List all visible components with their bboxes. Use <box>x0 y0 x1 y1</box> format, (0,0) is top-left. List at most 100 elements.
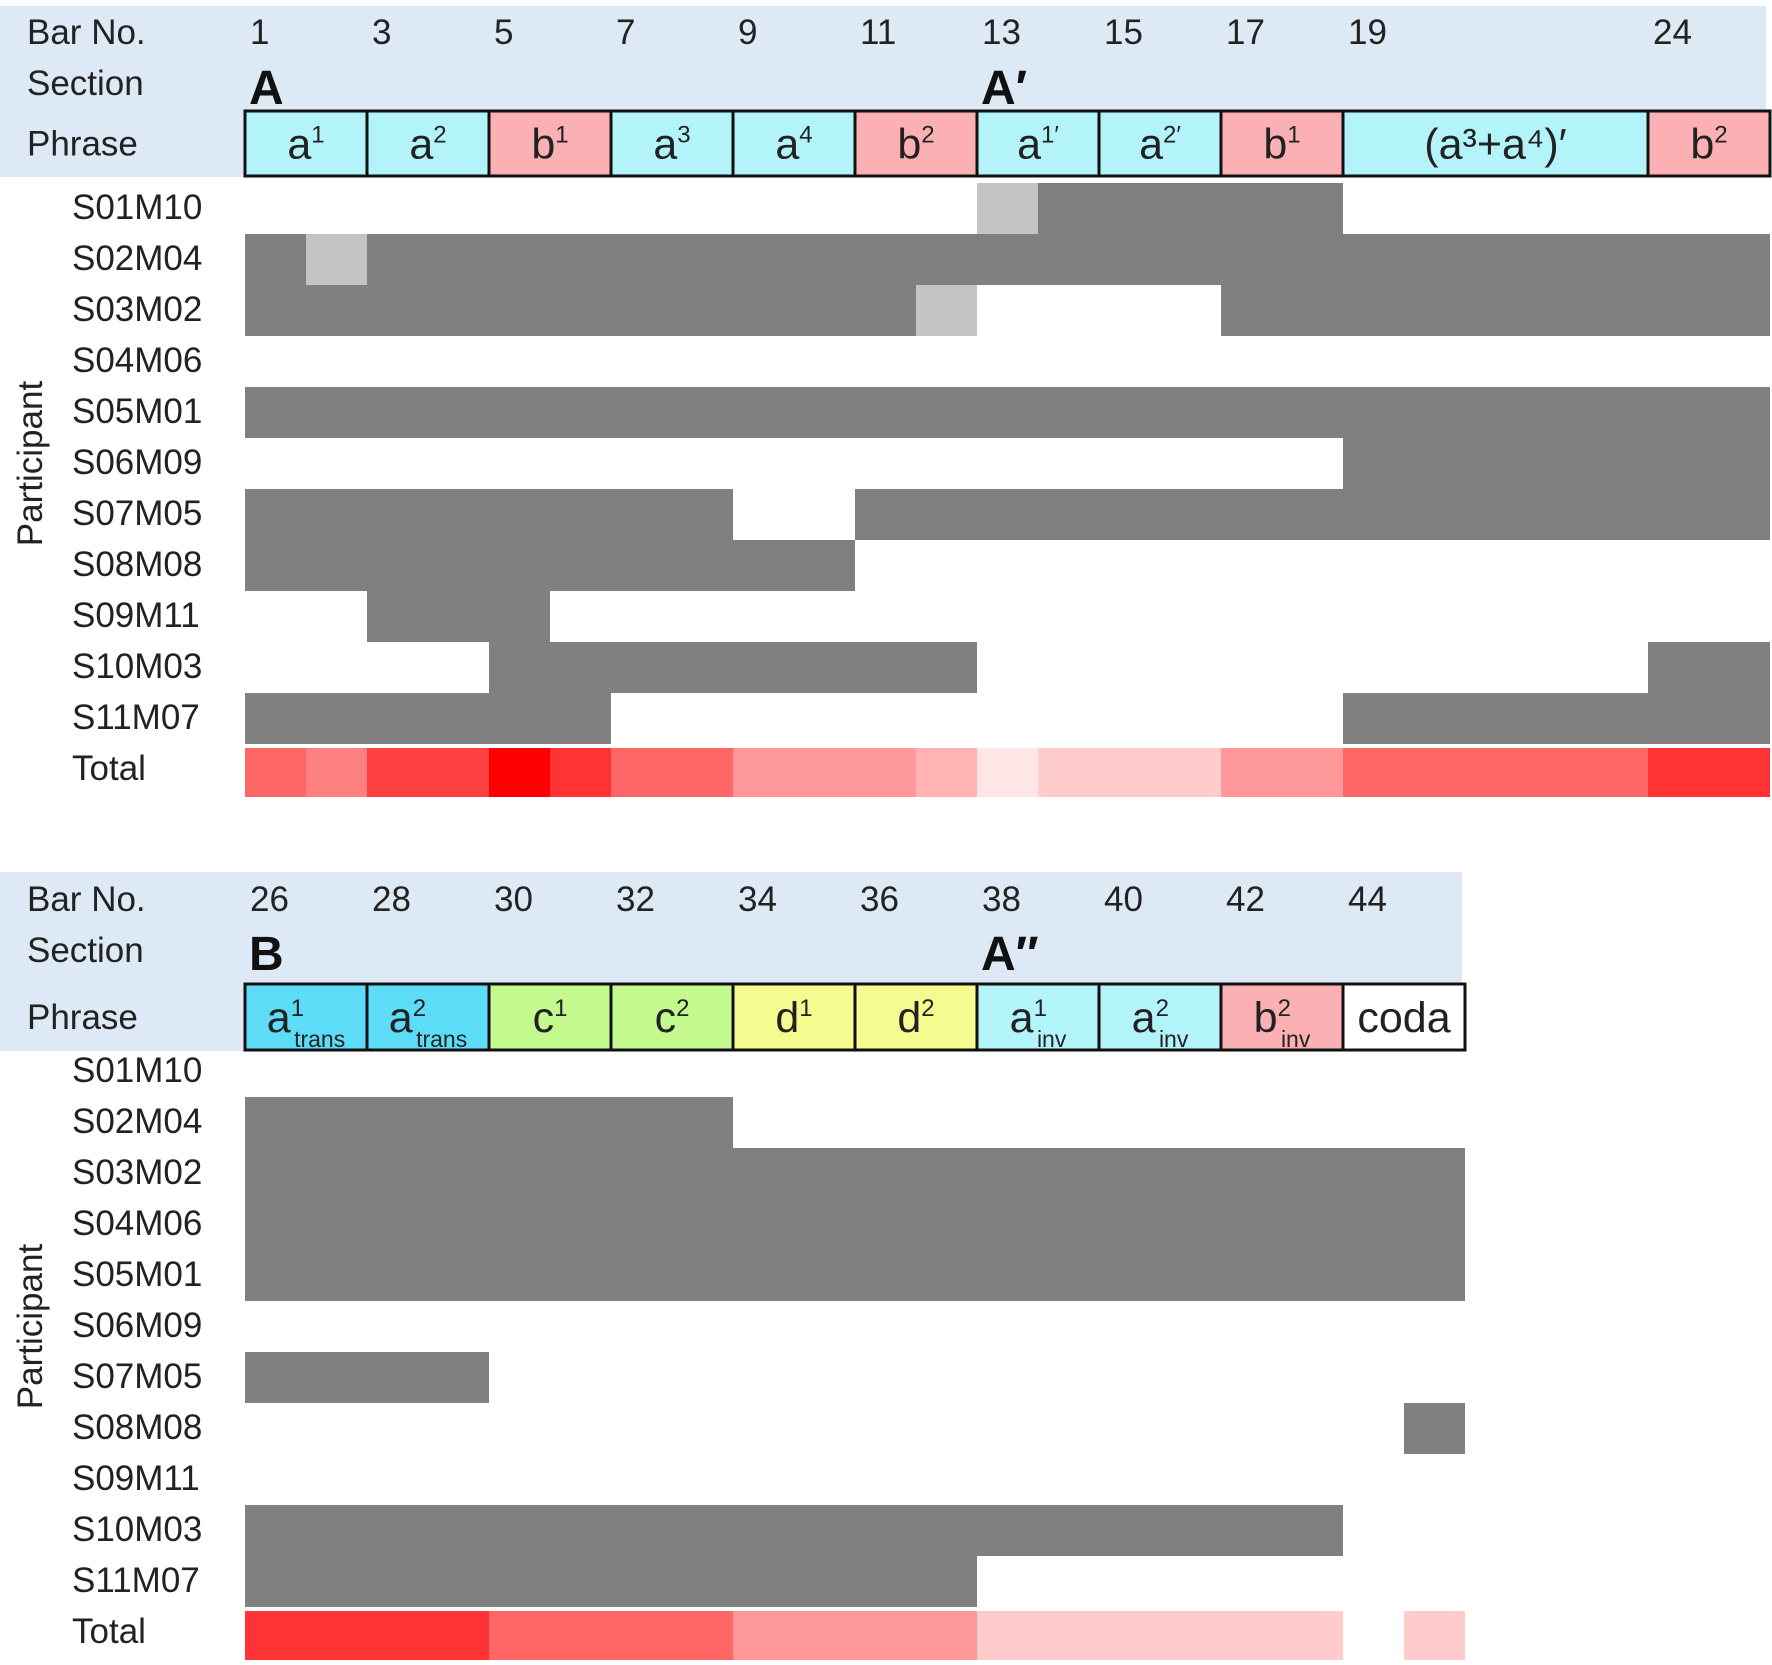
participant-row: S03M02 <box>72 285 1770 336</box>
bar-tick-label: 44 <box>1348 880 1387 919</box>
total-cell <box>489 748 550 797</box>
participant-row: S07M05 <box>72 1352 489 1403</box>
total-cell <box>550 748 611 797</box>
bar-no-label: Bar No. <box>27 13 146 52</box>
phrase-box: a2 trans <box>365 982 491 1052</box>
participant-row: S10M03 <box>72 1505 1343 1556</box>
phrase-box: a1 trans <box>243 982 369 1052</box>
phrase-label-text: a1′ <box>1017 121 1059 169</box>
phrase-label-text: b2 <box>897 121 934 169</box>
response-cell <box>1343 693 1770 744</box>
response-cell <box>245 693 611 744</box>
bar-tick-label: 17 <box>1226 13 1265 52</box>
phrase-box-fill <box>243 982 369 1052</box>
participant-label: S09M11 <box>72 596 200 635</box>
participant-row: S01M10 <box>72 1051 202 1090</box>
bar-tick-label: 5 <box>494 13 513 52</box>
participant-row: S09M11 <box>72 1459 200 1498</box>
response-cell <box>1038 183 1343 234</box>
participant-label: S04M06 <box>72 1204 202 1243</box>
phrase-label: Phrase <box>27 998 138 1037</box>
phrase-label-text: b2 inv <box>1254 994 1311 1052</box>
bar-tick-label: 19 <box>1348 13 1387 52</box>
panel-2: Bar No. Section Phrase 26 28 30 32 34 36 38 40 42 44… <box>0 872 1467 1660</box>
bar-tick-label: 3 <box>372 13 391 52</box>
total-cell <box>977 1611 1343 1660</box>
participant-row: S02M04 <box>72 1097 733 1148</box>
phrase-box: a4 <box>731 109 857 178</box>
response-cell <box>245 1352 489 1403</box>
bar-tick-label: 26 <box>250 880 289 919</box>
phrase-box-fill <box>609 982 735 1052</box>
participant-axis-label: Participant <box>11 381 50 547</box>
participant-row: S06M09 <box>72 438 1770 489</box>
total-cell <box>489 1611 733 1660</box>
bar-tick-label: 1 <box>250 13 269 52</box>
bar-tick-label: 36 <box>860 880 899 919</box>
total-cell <box>306 748 367 797</box>
bar-tick-label: 32 <box>616 880 655 919</box>
participant-row: S04M06 <box>72 1199 1465 1250</box>
bar-tick-label: 9 <box>738 13 757 52</box>
bar-tick-label: 40 <box>1104 880 1143 919</box>
total-cell <box>611 748 733 797</box>
response-cell <box>1404 1403 1465 1454</box>
bar-tick-label: 24 <box>1653 13 1692 52</box>
participant-label: S02M04 <box>72 1102 202 1141</box>
participant-row: S08M08 <box>72 540 855 591</box>
phrase-box-fill <box>1219 109 1345 178</box>
response-cell <box>245 489 733 540</box>
participant-label: S07M05 <box>72 1357 202 1396</box>
phrase-box: b1 <box>1219 109 1345 178</box>
phrase-label: Phrase <box>27 125 138 164</box>
bar-tick-label: 28 <box>372 880 411 919</box>
bar-tick-label: 15 <box>1104 13 1143 52</box>
response-cell <box>855 489 1770 540</box>
total-label: Total <box>72 749 146 788</box>
phrase-box-fill <box>853 982 979 1052</box>
phrase-box-fill <box>365 982 491 1052</box>
participant-row: S01M10 <box>72 183 1343 234</box>
participant-label: S07M05 <box>72 494 202 533</box>
participant-label: S08M08 <box>72 1408 202 1447</box>
phrase-label-text: a2 <box>409 121 446 169</box>
phrase-label-text: b1 <box>1263 121 1300 169</box>
response-cell-light <box>916 285 977 336</box>
participant-label: S02M04 <box>72 239 202 278</box>
phrase-box: b2 <box>853 109 979 178</box>
phrase-box: a2 inv <box>1097 982 1223 1052</box>
response-cell <box>245 1505 1343 1556</box>
phrase-box: d2 <box>853 982 979 1052</box>
participant-label: S06M09 <box>72 1306 202 1345</box>
response-cell <box>245 1148 1465 1199</box>
phrase-box: (a³+a⁴)′ <box>1341 109 1650 178</box>
participant-axis-label: Participant <box>11 1244 50 1410</box>
total-cell <box>733 748 916 797</box>
bar-tick-label: 11 <box>860 13 896 52</box>
bar-tick-label: 38 <box>982 880 1021 919</box>
participant-label: S04M06 <box>72 341 202 380</box>
phrase-label-text: a1 inv <box>1010 994 1067 1052</box>
response-cell <box>367 234 1770 285</box>
phrase-box: a2′ <box>1097 109 1223 178</box>
section-marker: B <box>249 928 284 981</box>
section-label: Section <box>27 64 144 103</box>
section-marker: A <box>249 62 284 115</box>
participant-row: S07M05 <box>72 489 1770 540</box>
phrase-box-fill <box>365 109 491 178</box>
phrase-box-fill <box>243 109 369 178</box>
participant-row: S05M01 <box>72 387 1770 438</box>
phrase-label-text: a3 <box>653 121 690 169</box>
response-cell <box>245 387 1770 438</box>
participant-label: S05M01 <box>72 392 202 431</box>
phrase-box-fill <box>853 109 979 178</box>
phrase-box: c1 <box>487 982 613 1052</box>
participant-row: S10M03 <box>72 642 1770 693</box>
response-cell <box>245 1250 1465 1301</box>
response-cell <box>245 1097 733 1148</box>
phrase-box: d1 <box>731 982 857 1052</box>
total-row: Total <box>72 1611 1465 1660</box>
response-cell <box>1648 642 1770 693</box>
phrase-label-text: b2 <box>1690 121 1727 169</box>
